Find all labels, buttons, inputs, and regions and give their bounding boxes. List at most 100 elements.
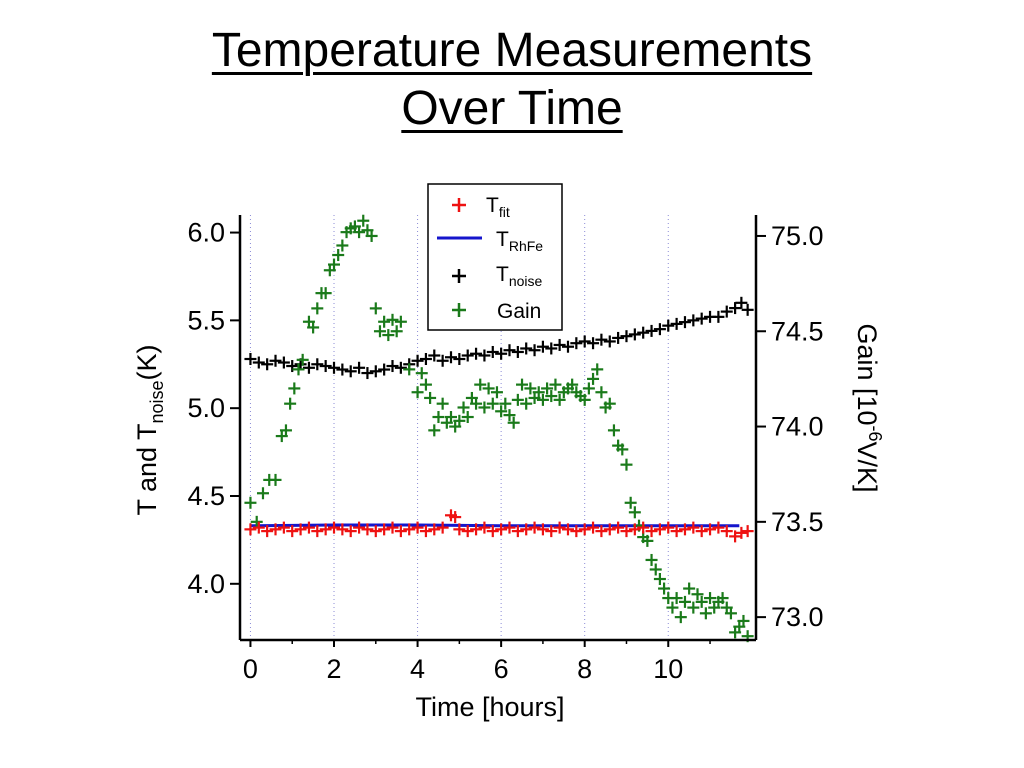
point-gain: [670, 592, 683, 605]
point-tnoise: [361, 367, 374, 380]
point-tnoise: [520, 342, 533, 355]
point-tfit: [252, 521, 265, 534]
point-gain: [386, 313, 399, 326]
title-line-2: Over Time: [401, 82, 623, 135]
point-gain: [319, 287, 332, 300]
point-gain: [582, 382, 595, 395]
point-tfit: [637, 521, 650, 534]
y-axis-right-title: Gain [10-6V/K]: [852, 323, 885, 492]
point-tfit: [294, 523, 307, 536]
y-left-title-main: T and T: [132, 423, 162, 515]
point-tnoise: [670, 317, 683, 330]
point-gain: [549, 378, 562, 391]
x-tick-label: 0: [243, 654, 258, 684]
y-right-tick-label: 73.0: [771, 602, 824, 632]
point-gain: [503, 409, 516, 422]
y-right-tick-label: 75.0: [771, 221, 824, 251]
y-right-tick-label: 73.5: [771, 507, 824, 537]
point-gain: [511, 393, 524, 406]
legend-entry-gain: Gain: [452, 300, 541, 323]
point-gain: [284, 397, 297, 410]
point-gain: [457, 401, 470, 414]
y-left-tick-label: 4.5: [187, 481, 225, 511]
point-gain: [415, 367, 428, 380]
point-tfit: [587, 521, 600, 534]
point-tfit: [403, 523, 416, 536]
point-tnoise: [269, 354, 282, 367]
x-tick-label: 10: [653, 654, 683, 684]
point-tnoise: [419, 353, 432, 366]
point-tnoise: [553, 338, 566, 351]
point-gain: [244, 496, 257, 509]
point-tnoise: [495, 347, 508, 360]
point-gain: [336, 239, 349, 252]
point-gain: [279, 424, 292, 437]
point-tnoise: [486, 345, 499, 358]
point-gain: [490, 386, 503, 399]
point-tfit: [603, 523, 616, 536]
legend-entry-trhfe: TRhFe: [437, 228, 543, 254]
series-line-trhfe: [250, 523, 740, 528]
point-tfit: [678, 523, 691, 536]
x-tick-label: 6: [494, 654, 509, 684]
point-tfit: [378, 523, 391, 536]
point-tnoise: [628, 328, 641, 341]
point-tnoise: [678, 316, 691, 329]
point-gain: [428, 424, 441, 437]
y-left-tick-label: 5.0: [187, 393, 225, 423]
point-tnoise: [687, 314, 700, 327]
point-tnoise: [261, 358, 274, 371]
point-tnoise: [735, 296, 748, 309]
point-tnoise: [511, 345, 524, 358]
legend-label-tnoise: Tnoise: [496, 263, 543, 289]
point-gain: [603, 397, 616, 410]
legend-marker-tfit: [452, 198, 466, 212]
point-tfit: [261, 525, 274, 538]
point-tfit: [449, 511, 462, 524]
point-tnoise: [587, 337, 600, 350]
point-gain: [520, 397, 533, 410]
point-gain: [595, 386, 608, 399]
point-gain: [461, 411, 474, 424]
x-tick-label: 8: [577, 654, 592, 684]
y-left-tick-label: 6.0: [187, 218, 225, 248]
point-gain: [628, 506, 641, 519]
point-gain: [545, 390, 558, 403]
point-gain: [332, 249, 345, 262]
point-gain: [541, 382, 554, 395]
point-tfit: [453, 523, 466, 536]
point-tfit: [612, 521, 625, 534]
point-tnoise: [428, 349, 441, 362]
point-tfit: [286, 525, 299, 538]
point-gain: [536, 393, 549, 406]
point-gain: [256, 487, 269, 500]
point-tnoise: [344, 365, 357, 378]
point-gain: [620, 458, 633, 471]
point-tnoise: [277, 356, 290, 369]
point-gain: [641, 534, 654, 547]
point-tfit: [319, 523, 332, 536]
point-gain: [424, 391, 437, 404]
legend-marker-gain: [452, 303, 466, 317]
point-gain: [724, 607, 737, 620]
point-tfit: [670, 525, 683, 538]
point-tfit: [277, 521, 290, 534]
point-tfit: [269, 523, 282, 536]
point-tfit: [336, 523, 349, 536]
y-left-title-tail: (K): [132, 344, 162, 380]
grid: [249, 215, 669, 640]
point-tfit: [328, 521, 341, 534]
legend-marker-tnoise: [452, 269, 466, 283]
point-gain: [369, 302, 382, 315]
axis-ticks: 0 2 4 6 8 10 4.0 4.5 5.0 5.5 6.0 73.0 73.5 74.0 74.5 75…: [187, 218, 823, 684]
point-tnoise: [386, 360, 399, 373]
point-tnoise: [712, 310, 725, 323]
series-gain: [244, 214, 754, 643]
point-gain: [578, 393, 591, 406]
legend-box: [427, 183, 563, 331]
point-gain: [649, 563, 662, 576]
point-gain: [411, 386, 424, 399]
point-tfit: [578, 523, 591, 536]
point-tfit: [411, 521, 424, 534]
